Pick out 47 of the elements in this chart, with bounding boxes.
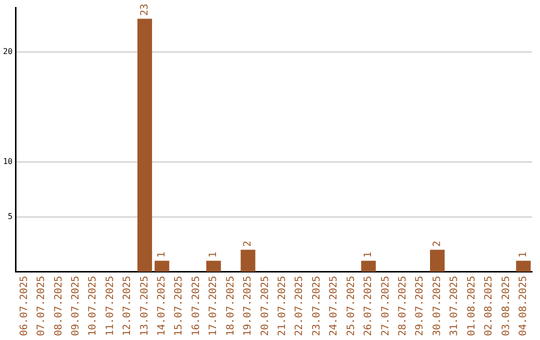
- x-tick-label: 09.07.2025: [70, 276, 82, 336]
- data-label: 1: [156, 252, 168, 258]
- x-tick-label: 10.07.2025: [88, 276, 99, 336]
- x-tick-label: 16.07.2025: [190, 276, 202, 336]
- bar: [137, 18, 152, 272]
- x-tick-label: 11.07.2025: [104, 276, 116, 336]
- x-tick-label: 12.07.2025: [122, 276, 134, 336]
- x-tick-label: 27.07.2025: [380, 276, 392, 336]
- x-tick-label: 30.07.2025: [432, 276, 443, 336]
- x-tick-label: 23.07.2025: [311, 276, 322, 336]
- x-tick-label: 24.07.2025: [328, 276, 340, 336]
- data-label: 23: [139, 4, 150, 16]
- x-tick-label: 13.07.2025: [139, 276, 150, 336]
- x-tick-label: 03.08.2025: [500, 276, 512, 336]
- x-tick-label: 17.07.2025: [208, 276, 220, 336]
- x-tick-label: 04.08.2025: [518, 276, 529, 336]
- data-label: 1: [363, 252, 374, 258]
- y-tick-label: 20: [2, 46, 13, 56]
- x-tick-label: 01.08.2025: [466, 276, 478, 336]
- data-label: 2: [432, 240, 443, 247]
- x-tick-label: 15.07.2025: [174, 276, 185, 336]
- bar: [430, 250, 445, 272]
- x-tick-label: 07.07.2025: [36, 276, 48, 336]
- data-label: 1: [518, 252, 529, 258]
- x-tick-label: 31.07.2025: [449, 276, 460, 336]
- x-tick-label: 29.07.2025: [414, 276, 426, 336]
- x-tick-label: 08.07.2025: [53, 276, 64, 336]
- bar: [516, 260, 531, 272]
- data-label: 1: [208, 252, 220, 258]
- x-tick-label: 25.07.2025: [346, 276, 357, 336]
- bar: [240, 250, 256, 272]
- x-tick-label: 14.07.2025: [156, 276, 168, 336]
- x-tick-label: 02.08.2025: [484, 276, 495, 336]
- x-tick-label: 22.07.2025: [294, 276, 306, 336]
- x-tick-label: 28.07.2025: [398, 276, 408, 336]
- x-tick-label: 26.07.2025: [363, 276, 374, 336]
- x-tick-label: 21.07.2025: [277, 276, 288, 336]
- y-tick-label: 5: [8, 212, 13, 221]
- bar: [361, 260, 376, 272]
- bar: [206, 260, 221, 272]
- data-label: 2: [242, 240, 254, 247]
- x-tick-label: 19.07.2025: [242, 276, 254, 336]
- x-tick-label: 18.07.2025: [225, 276, 236, 336]
- x-tick-label: 20.07.2025: [260, 276, 271, 336]
- x-tick-label: 06.07.2025: [18, 276, 30, 336]
- bar: [154, 260, 170, 272]
- y-tick-label: 10: [2, 156, 13, 166]
